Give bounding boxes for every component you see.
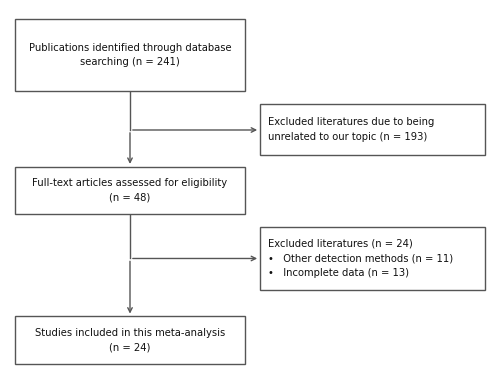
Text: Excluded literatures due to being
unrelated to our topic (n = 193): Excluded literatures due to being unrela… xyxy=(268,117,434,142)
FancyBboxPatch shape xyxy=(15,19,245,91)
FancyBboxPatch shape xyxy=(260,104,485,155)
Text: Studies included in this meta-analysis
(n = 24): Studies included in this meta-analysis (… xyxy=(35,328,225,352)
Text: Publications identified through database
searching (n = 241): Publications identified through database… xyxy=(28,42,232,67)
Text: Full-text articles assessed for eligibility
(n = 48): Full-text articles assessed for eligibil… xyxy=(32,178,228,203)
FancyBboxPatch shape xyxy=(15,167,245,214)
FancyBboxPatch shape xyxy=(15,316,245,364)
FancyBboxPatch shape xyxy=(260,227,485,290)
Text: Excluded literatures (n = 24)
•   Other detection methods (n = 11)
•   Incomplet: Excluded literatures (n = 24) • Other de… xyxy=(268,239,452,279)
